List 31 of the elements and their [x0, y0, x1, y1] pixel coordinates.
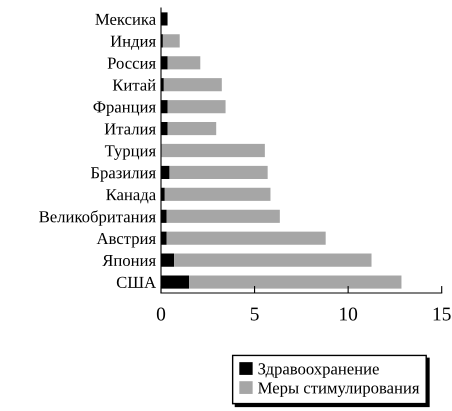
bar [168, 122, 216, 136]
y-tick-label: Бразилия [90, 167, 156, 182]
y-tick-label: Индия [110, 36, 156, 50]
y-tick-label: Япония [102, 254, 156, 266]
y-tick-label: Мексика [95, 14, 156, 25]
x-tick-label: 0 [156, 307, 166, 321]
y-tick-label: Великобритания [39, 210, 156, 226]
y-tick-label: Австрия [96, 232, 156, 248]
bar [164, 78, 222, 92]
bar [168, 100, 226, 114]
legend-label: Здравоохранение [258, 363, 379, 378]
x-tick-label: 10 [340, 307, 358, 321]
y-tick-label: Китай [112, 79, 156, 91]
bar [168, 56, 200, 70]
bar [162, 34, 180, 48]
bar [166, 210, 280, 223]
bar [161, 144, 265, 158]
y-tick-label: Россия [108, 58, 156, 69]
bar [164, 188, 270, 201]
x-tick-label: 15 [434, 308, 451, 321]
bar [189, 275, 402, 289]
y-tick-label: США [116, 276, 156, 288]
bar [166, 232, 326, 245]
y-tick-label: Италия [104, 123, 156, 135]
y-tick-label: Турция [104, 145, 156, 160]
x-tick-label: 5 [250, 308, 259, 321]
bar [169, 166, 268, 179]
y-tick-label: Канада [106, 189, 156, 204]
legend-label: Меры стимулирования [258, 382, 420, 397]
y-tick-label: Франция [93, 102, 156, 116]
bar [174, 254, 372, 267]
